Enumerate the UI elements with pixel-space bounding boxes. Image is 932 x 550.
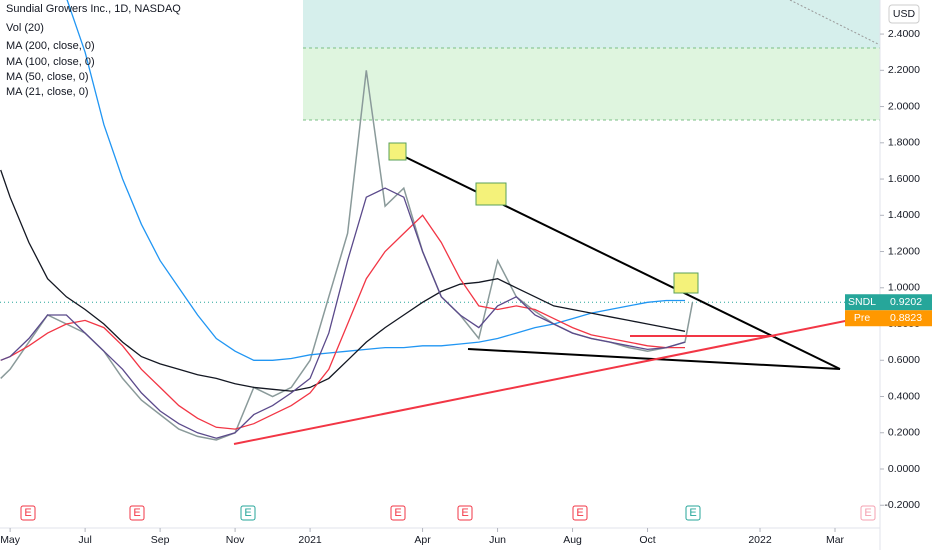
earnings-icon[interactable] [390,505,406,521]
earnings-icon[interactable] [240,505,256,521]
x-tick-label: Aug [563,534,582,546]
y-tick-label: 1.6000 [888,173,920,185]
price-tag-value: 0.9202 [890,296,922,308]
x-tick-label: May [0,534,21,546]
earnings-icon[interactable] [685,505,701,521]
earnings-markers: E E E E E E E E [20,505,876,521]
y-tick-label: 0.4000 [888,390,920,402]
x-tick-label: Oct [639,534,655,546]
chart-title: Sundial Growers Inc., 1D, NASDAQ [6,3,181,15]
y-tick-label: -0.2000 [884,499,920,511]
moving-average [0,187,686,439]
highlight-box [475,182,507,206]
y-tick-label: 2.2000 [888,64,920,76]
earnings-label: E [576,507,583,519]
indicator: Vol (20) [6,22,44,34]
earnings-icon[interactable] [20,505,36,521]
indicator: MA (21, close, 0) [6,86,89,98]
y-tick-label: 1.8000 [888,137,920,149]
indicator: MA (200, close, 0) [6,40,95,52]
x-tick-label: Mar [826,534,845,546]
y-tick-label: 1.4000 [888,209,920,221]
price-tag-bg [880,294,932,311]
highlight-box [388,142,407,161]
indicator: MA (100, close, 0) [6,56,95,68]
price-tag-bg [880,310,932,327]
price-tag-value: 0.8823 [890,312,922,324]
earnings-label: E [244,507,251,519]
x-tick-label: Sep [151,534,170,546]
earnings-label: E [24,507,31,519]
x-tick-label: Jul [78,534,91,546]
x-tick-label: Nov [226,534,245,546]
earnings-icon[interactable] [457,505,473,521]
moving-average [0,214,685,430]
x-tick-label: Jun [489,534,506,546]
price-tag-name: SNDL [848,296,876,308]
trendline [396,152,841,370]
price-tag-name-bg [845,310,880,327]
x-tick-label: Apr [414,534,431,546]
moving-average [66,0,685,361]
currency-box[interactable] [888,4,920,24]
y-tick-label: 0.6000 [888,354,920,366]
y-tick-label: 2.4000 [888,28,920,40]
plot [0,0,880,441]
earnings-label: E [461,507,468,519]
earnings-icon[interactable] [129,505,145,521]
support-line [233,313,881,445]
price-tag-name: Pre [854,312,871,324]
x-tick-label: 2021 [298,534,322,546]
y-tick-label: 1.0000 [888,282,920,294]
y-tick-label: 1.2000 [888,245,920,257]
earnings-icon[interactable] [572,505,588,521]
entry-zone [303,48,880,120]
currency: USD [893,8,916,20]
earnings-label: E [394,507,401,519]
highlight-box [673,272,699,294]
x-tick-label: 2022 [748,534,772,546]
target-zone [303,0,880,48]
price-tag-name-bg [845,294,880,311]
y-tick-label: 0.0000 [888,463,920,475]
y-tick-label: 0.2000 [888,427,920,439]
indicator: MA (50, close, 0) [6,71,89,83]
dotted-trend [789,0,881,46]
moving-average [0,169,686,392]
y-tick-label: 2.0000 [888,100,920,112]
earnings-label: E [689,507,696,519]
earnings-label: E [133,507,140,519]
earnings-label: E [864,507,871,519]
earnings-icon[interactable] [860,505,876,521]
